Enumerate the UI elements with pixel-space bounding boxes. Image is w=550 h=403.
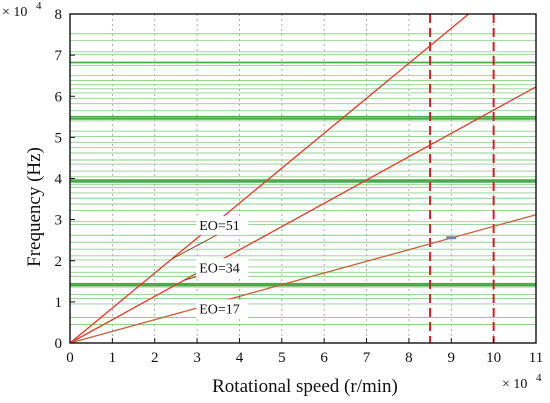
- y-tick-label-5: 5: [55, 130, 63, 146]
- annotation-bg-1: [196, 258, 249, 278]
- x-tick-label-8: 8: [405, 350, 413, 366]
- axis-ticks: 0 1 2 3 4 5 6 7 8 9 10 11 0 1 2 3 4 5 6 7 8: [55, 7, 544, 366]
- y-tick-label-7: 7: [55, 48, 63, 64]
- y-tick-label-1: 1: [55, 295, 63, 311]
- y-tick-label-6: 6: [55, 89, 63, 105]
- x-tick-label-0: 0: [66, 350, 74, 366]
- y-tick-label-2: 2: [55, 254, 63, 270]
- natural-frequency-lines: [70, 33, 536, 325]
- annotation-label-2: EO=17: [199, 302, 240, 317]
- annotation-bg-0: [196, 215, 249, 235]
- x-tick-label-1: 1: [109, 350, 117, 366]
- y-tick-label-8: 8: [55, 7, 63, 23]
- y-multiplier-base: × 10: [2, 5, 27, 20]
- series-lines: [69, 13, 537, 344]
- x-axis-title: Rotational speed (r/min): [212, 376, 398, 397]
- annotation-bg-2: [196, 299, 249, 319]
- x-tick-label-2: 2: [151, 350, 159, 366]
- reference-lines: [429, 14, 495, 343]
- x-multiplier-base: × 10: [502, 377, 527, 392]
- x-tick-label-7: 7: [363, 350, 371, 366]
- x-tick-label-4: 4: [236, 350, 244, 366]
- series-line-2: [69, 214, 537, 344]
- annotation-label-1: EO=34: [199, 261, 240, 276]
- x-tick-label-10: 10: [486, 350, 501, 366]
- y-tick-label-3: 3: [55, 213, 63, 229]
- y-axis-title: Frequency (Hz): [24, 147, 45, 267]
- x-multiplier: × 10 4: [502, 372, 542, 392]
- series-line-0: [69, 13, 470, 344]
- y-multiplier: × 10 4: [2, 0, 42, 20]
- x-tick-label-11: 11: [529, 350, 543, 366]
- y-tick-label-4: 4: [55, 172, 63, 188]
- x-tick-label-6: 6: [320, 350, 328, 366]
- annotations: EO=51 EO=34 EO=17: [171, 215, 249, 319]
- y-tick-label-0: 0: [55, 336, 63, 352]
- annotation-label-0: EO=51: [199, 219, 240, 234]
- y-multiplier-exponent: 4: [36, 0, 42, 12]
- series-line-1: [69, 86, 537, 344]
- x-tick-label-3: 3: [193, 350, 201, 366]
- x-multiplier-exponent: 4: [536, 372, 542, 384]
- x-tick-label-5: 5: [278, 350, 286, 366]
- x-tick-label-9: 9: [448, 350, 456, 366]
